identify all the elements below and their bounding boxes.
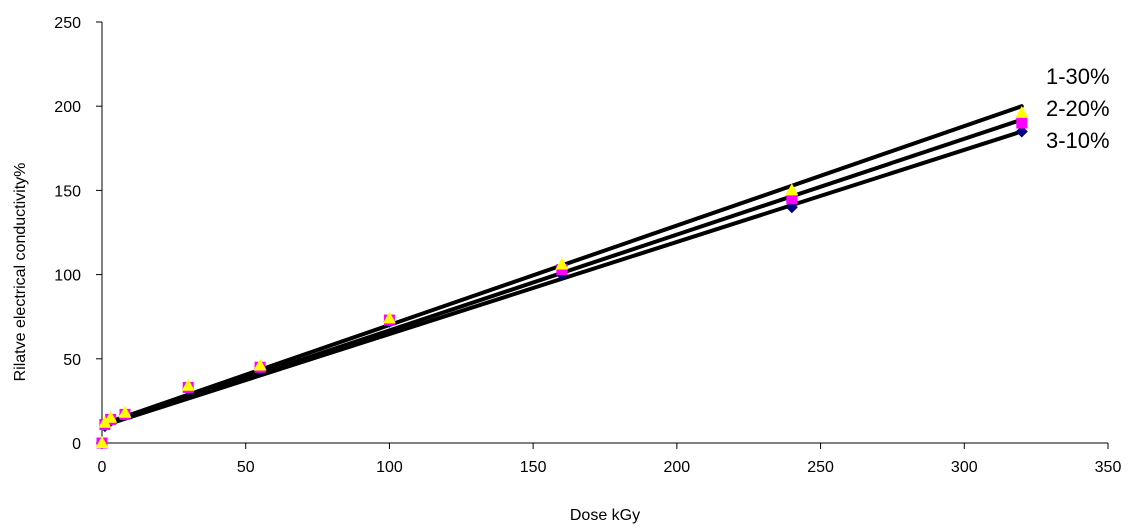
y-tick-label: 150 <box>54 183 81 200</box>
x-tick-label: 350 <box>1095 459 1122 476</box>
y-tick-label: 50 <box>63 352 81 369</box>
x-tick-label: 300 <box>951 459 978 476</box>
data-point-triangle <box>104 410 118 423</box>
data-point-triangle <box>253 358 267 371</box>
y-tick-label: 0 <box>72 436 81 453</box>
x-tick-label: 250 <box>807 459 834 476</box>
data-point-triangle <box>1015 105 1029 118</box>
x-axis-title: Dose kGy <box>570 507 640 524</box>
x-tick-label: 50 <box>237 459 255 476</box>
x-tick-label: 0 <box>98 459 107 476</box>
data-points <box>95 105 1029 449</box>
data-point-triangle <box>181 378 195 391</box>
y-tick-label: 250 <box>54 15 81 32</box>
y-tick-label: 100 <box>54 268 81 285</box>
series-label-3: 3-10% <box>1046 128 1110 153</box>
data-point-square <box>556 264 568 276</box>
y-tick-label: 200 <box>54 99 81 116</box>
series-label-2: 2-20% <box>1046 96 1110 121</box>
y-axis-title: Rilatve electrical conductivity% <box>12 163 29 382</box>
data-point-triangle <box>555 257 569 270</box>
data-point-triangle <box>382 311 396 324</box>
data-point-triangle <box>118 405 132 418</box>
data-point-square <box>786 193 798 205</box>
data-point-triangle <box>785 183 799 196</box>
x-tick-label: 150 <box>520 459 547 476</box>
data-point-square <box>1016 117 1028 129</box>
axes: 0 50 100 150 200 250 300 350 0 50 100 150 200 250 <box>54 15 1121 476</box>
x-tick-label: 100 <box>376 459 403 476</box>
x-tick-label: 200 <box>664 459 691 476</box>
data-point-triangle <box>95 436 109 448</box>
series-label-1: 1-30% <box>1046 64 1110 89</box>
